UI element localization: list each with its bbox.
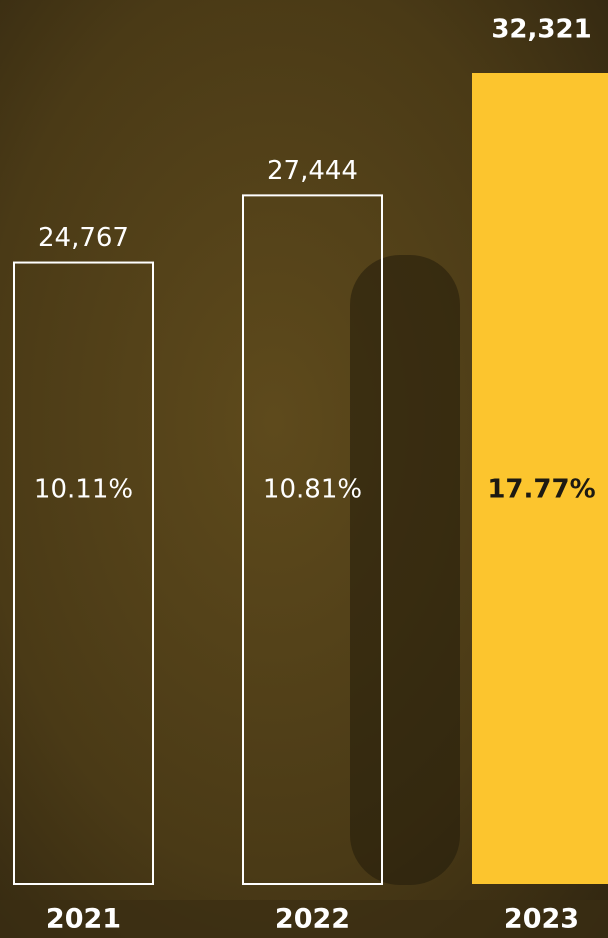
background-shape <box>350 255 460 885</box>
page: {"chart_data": {"type": "bar", "categori… <box>0 0 608 938</box>
percentage-label: 10.11% <box>34 475 133 505</box>
value-label: 27,444 <box>267 156 358 186</box>
value-label: 32,321 <box>491 15 591 45</box>
chart: 24,767 10.11% 2021 27,444 10.81% 2022 32,321 17… <box>0 0 608 938</box>
x-tick-label: 2022 <box>275 904 350 935</box>
value-label: 24,767 <box>38 223 129 253</box>
percentage-label: 10.81% <box>263 475 362 505</box>
x-tick-label: 2021 <box>46 904 121 935</box>
percentage-label: 17.77% <box>487 475 595 505</box>
x-tick-label: 2023 <box>504 904 579 935</box>
